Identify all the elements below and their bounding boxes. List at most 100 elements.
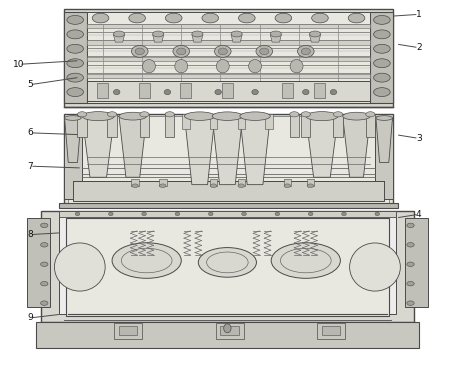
Ellipse shape bbox=[214, 90, 221, 95]
Bar bbox=[63, 9, 393, 107]
Polygon shape bbox=[342, 116, 369, 177]
Ellipse shape bbox=[309, 31, 320, 37]
Text: 5: 5 bbox=[27, 80, 33, 89]
Ellipse shape bbox=[311, 13, 327, 23]
Ellipse shape bbox=[302, 90, 308, 95]
Bar bbox=[237, 114, 244, 129]
Ellipse shape bbox=[289, 60, 302, 73]
Ellipse shape bbox=[40, 301, 48, 305]
Bar bbox=[306, 179, 313, 186]
Ellipse shape bbox=[92, 13, 109, 23]
Bar bbox=[209, 114, 217, 129]
Ellipse shape bbox=[40, 282, 48, 286]
Ellipse shape bbox=[192, 31, 202, 37]
Bar bbox=[87, 73, 369, 78]
Ellipse shape bbox=[129, 13, 145, 23]
Bar bbox=[114, 323, 142, 339]
Ellipse shape bbox=[67, 59, 83, 68]
Bar bbox=[87, 57, 369, 62]
Ellipse shape bbox=[208, 212, 213, 216]
Ellipse shape bbox=[142, 60, 155, 73]
Ellipse shape bbox=[275, 13, 291, 23]
Ellipse shape bbox=[40, 242, 48, 247]
Ellipse shape bbox=[77, 112, 87, 117]
Ellipse shape bbox=[216, 60, 229, 73]
Ellipse shape bbox=[152, 31, 163, 37]
Bar bbox=[265, 114, 272, 129]
Bar bbox=[369, 13, 393, 103]
Polygon shape bbox=[305, 116, 338, 177]
Polygon shape bbox=[231, 35, 242, 42]
Bar bbox=[374, 120, 393, 200]
Ellipse shape bbox=[64, 116, 81, 120]
Bar bbox=[221, 83, 232, 98]
Ellipse shape bbox=[67, 30, 83, 39]
Ellipse shape bbox=[259, 48, 269, 55]
Bar bbox=[97, 83, 108, 98]
Ellipse shape bbox=[67, 88, 83, 97]
Ellipse shape bbox=[374, 212, 379, 216]
Ellipse shape bbox=[107, 112, 116, 117]
Polygon shape bbox=[152, 35, 163, 42]
Ellipse shape bbox=[159, 184, 166, 188]
Ellipse shape bbox=[112, 243, 181, 278]
Ellipse shape bbox=[375, 116, 392, 120]
Bar bbox=[73, 181, 383, 201]
Bar bbox=[281, 83, 292, 98]
Ellipse shape bbox=[333, 112, 342, 117]
Ellipse shape bbox=[164, 90, 170, 95]
Ellipse shape bbox=[406, 282, 413, 286]
Ellipse shape bbox=[349, 243, 400, 291]
Bar bbox=[138, 83, 150, 98]
Ellipse shape bbox=[131, 184, 138, 188]
Polygon shape bbox=[82, 116, 114, 177]
Bar bbox=[313, 83, 325, 98]
Ellipse shape bbox=[176, 48, 186, 55]
Ellipse shape bbox=[214, 46, 231, 57]
Text: 10: 10 bbox=[13, 60, 25, 69]
Ellipse shape bbox=[67, 73, 83, 82]
Ellipse shape bbox=[108, 212, 113, 216]
Ellipse shape bbox=[373, 44, 389, 53]
Ellipse shape bbox=[231, 31, 242, 37]
Ellipse shape bbox=[239, 112, 270, 120]
Bar bbox=[300, 114, 310, 137]
Polygon shape bbox=[239, 116, 270, 185]
Ellipse shape bbox=[113, 90, 119, 95]
Ellipse shape bbox=[406, 242, 413, 247]
Ellipse shape bbox=[67, 44, 83, 53]
Ellipse shape bbox=[238, 13, 255, 23]
Ellipse shape bbox=[373, 59, 389, 68]
Bar bbox=[27, 218, 50, 307]
Ellipse shape bbox=[40, 223, 48, 228]
Bar bbox=[404, 218, 427, 307]
Bar bbox=[365, 114, 374, 137]
Polygon shape bbox=[184, 116, 214, 185]
Bar bbox=[317, 323, 344, 339]
Bar bbox=[77, 114, 87, 137]
Text: 3: 3 bbox=[415, 134, 421, 143]
Bar bbox=[283, 179, 290, 186]
Polygon shape bbox=[212, 116, 242, 185]
Bar bbox=[87, 13, 369, 103]
Ellipse shape bbox=[275, 212, 279, 216]
Polygon shape bbox=[309, 35, 320, 42]
Ellipse shape bbox=[223, 324, 231, 333]
Bar bbox=[63, 13, 87, 103]
Bar bbox=[119, 326, 137, 335]
Text: 6: 6 bbox=[27, 128, 33, 137]
Ellipse shape bbox=[373, 30, 389, 39]
Text: 1: 1 bbox=[415, 10, 421, 19]
Bar bbox=[321, 326, 340, 335]
Bar bbox=[59, 203, 397, 208]
Ellipse shape bbox=[270, 243, 340, 278]
Bar bbox=[131, 179, 138, 186]
Bar bbox=[59, 211, 395, 217]
Ellipse shape bbox=[139, 112, 149, 117]
Bar bbox=[159, 179, 166, 186]
Ellipse shape bbox=[347, 13, 364, 23]
Ellipse shape bbox=[297, 46, 313, 57]
Bar bbox=[63, 114, 393, 205]
Ellipse shape bbox=[305, 112, 338, 121]
Bar bbox=[40, 211, 413, 322]
